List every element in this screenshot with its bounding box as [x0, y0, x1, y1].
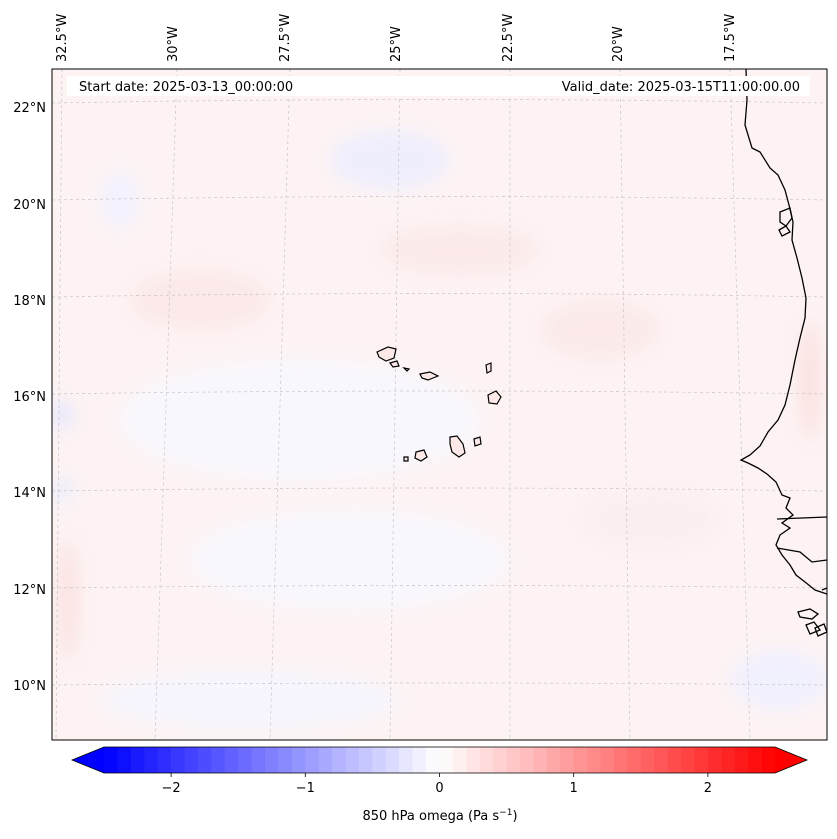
lon-label-20w: 20°W: [611, 26, 626, 62]
lat-label-16n: 16°N: [13, 390, 46, 405]
colorbar-cell: [627, 747, 642, 773]
colorbar-cell: [345, 747, 360, 773]
lon-label-32-5w: 32.5°W: [55, 14, 70, 62]
colorbar-cell: [130, 747, 145, 773]
colorbar-cell: [332, 747, 347, 773]
colorbar-cell: [184, 747, 199, 773]
colorbar-cell: [157, 747, 172, 773]
colorbar-cell: [654, 747, 669, 773]
colorbar-cell: [613, 747, 628, 773]
colorbar-cell: [399, 747, 414, 773]
lon-label-22-5w: 22.5°W: [501, 14, 516, 62]
colorbar-cell: [265, 747, 280, 773]
lat-label-22n: 22°N: [13, 101, 46, 116]
lon-label-25w: 25°W: [389, 26, 404, 62]
colorbar-tick-label: 1: [570, 781, 578, 796]
gridlines: [52, 69, 827, 740]
colorbar-cell: [694, 747, 709, 773]
african-coastline: [739, 69, 827, 637]
start-date-label: Start date: 2025-03-13_00:00:00: [79, 80, 293, 95]
colorbar-cell: [640, 747, 655, 773]
lon-label-27-5w: 27.5°W: [278, 14, 293, 62]
latitude-labels: 22°N 20°N 18°N 16°N 14°N 12°N 10°N: [13, 101, 46, 694]
colorbar-cell: [251, 747, 266, 773]
colorbar-outline: [70, 746, 809, 774]
colorbar-cell: [197, 747, 212, 773]
lat-label-18n: 18°N: [13, 294, 46, 309]
colorbar: −2 −1 0 1 2 850 hPa omega (Pa s−1): [70, 746, 809, 824]
colorbar-cell: [667, 747, 682, 773]
longitude-labels: 32.5°W 30°W 27.5°W 25°W 22.5°W 20°W 17.5…: [55, 14, 738, 62]
colorbar-cell: [144, 747, 159, 773]
colorbar-cell: [573, 747, 588, 773]
colorbar-cell: [479, 747, 494, 773]
colorbar-tick-label: 2: [704, 781, 712, 796]
colorbar-cell: [385, 747, 400, 773]
colorbar-cell: [171, 747, 186, 773]
colorbar-cell: [533, 747, 548, 773]
map-frame: [51, 68, 828, 741]
colorbar-cell: [600, 747, 615, 773]
lon-label-30w: 30°W: [166, 26, 181, 62]
colorbar-cell: [761, 747, 776, 773]
colorbar-cell: [734, 747, 749, 773]
colorbar-cell: [104, 747, 119, 773]
valid-date-label: Valid_date: 2025-03-15T11:00:00.00: [562, 80, 800, 95]
colorbar-tick-label: −1: [296, 781, 315, 796]
colorbar-tick-label: 0: [435, 781, 443, 796]
lat-label-12n: 12°N: [13, 583, 46, 598]
colorbar-cell: [439, 747, 454, 773]
colorbar-cell: [748, 747, 763, 773]
colorbar-cell: [587, 747, 602, 773]
colorbar-cell: [452, 747, 467, 773]
colorbar-tick-label: −2: [162, 781, 181, 796]
colorbar-cell: [117, 747, 132, 773]
colorbar-cell: [372, 747, 387, 773]
colorbar-cell: [520, 747, 535, 773]
colorbar-cell: [560, 747, 575, 773]
colorbar-cell: [493, 747, 508, 773]
info-bar: [67, 76, 810, 96]
cape-verde-islands: [376, 346, 502, 462]
colorbar-extend-low: [72, 747, 104, 773]
colorbar-ticks: −2 −1 0 1 2: [162, 773, 712, 796]
colorbar-cell: [546, 747, 561, 773]
colorbar-cell: [305, 747, 320, 773]
colorbar-cell: [466, 747, 481, 773]
colorbar-cell: [211, 747, 226, 773]
lon-label-17-5w: 17.5°W: [723, 14, 738, 62]
colorbar-cell: [506, 747, 521, 773]
colorbar-cell: [426, 747, 441, 773]
omega-field: [52, 69, 827, 740]
lat-label-20n: 20°N: [13, 198, 46, 213]
colorbar-cell: [291, 747, 306, 773]
colorbar-cell: [721, 747, 736, 773]
colorbar-label: 850 hPa omega (Pa s−1): [362, 808, 517, 824]
colorbar-cell: [681, 747, 696, 773]
colorbar-cell: [358, 747, 373, 773]
colorbar-cell: [412, 747, 427, 773]
colorbar-cells: [104, 747, 776, 773]
colorbar-cell: [278, 747, 293, 773]
colorbar-cell: [224, 747, 239, 773]
colorbar-cell: [238, 747, 253, 773]
colorbar-cell: [707, 747, 722, 773]
colorbar-extend-high: [775, 747, 807, 773]
lat-label-10n: 10°N: [13, 679, 46, 694]
lat-label-14n: 14°N: [13, 486, 46, 501]
colorbar-cell: [318, 747, 333, 773]
